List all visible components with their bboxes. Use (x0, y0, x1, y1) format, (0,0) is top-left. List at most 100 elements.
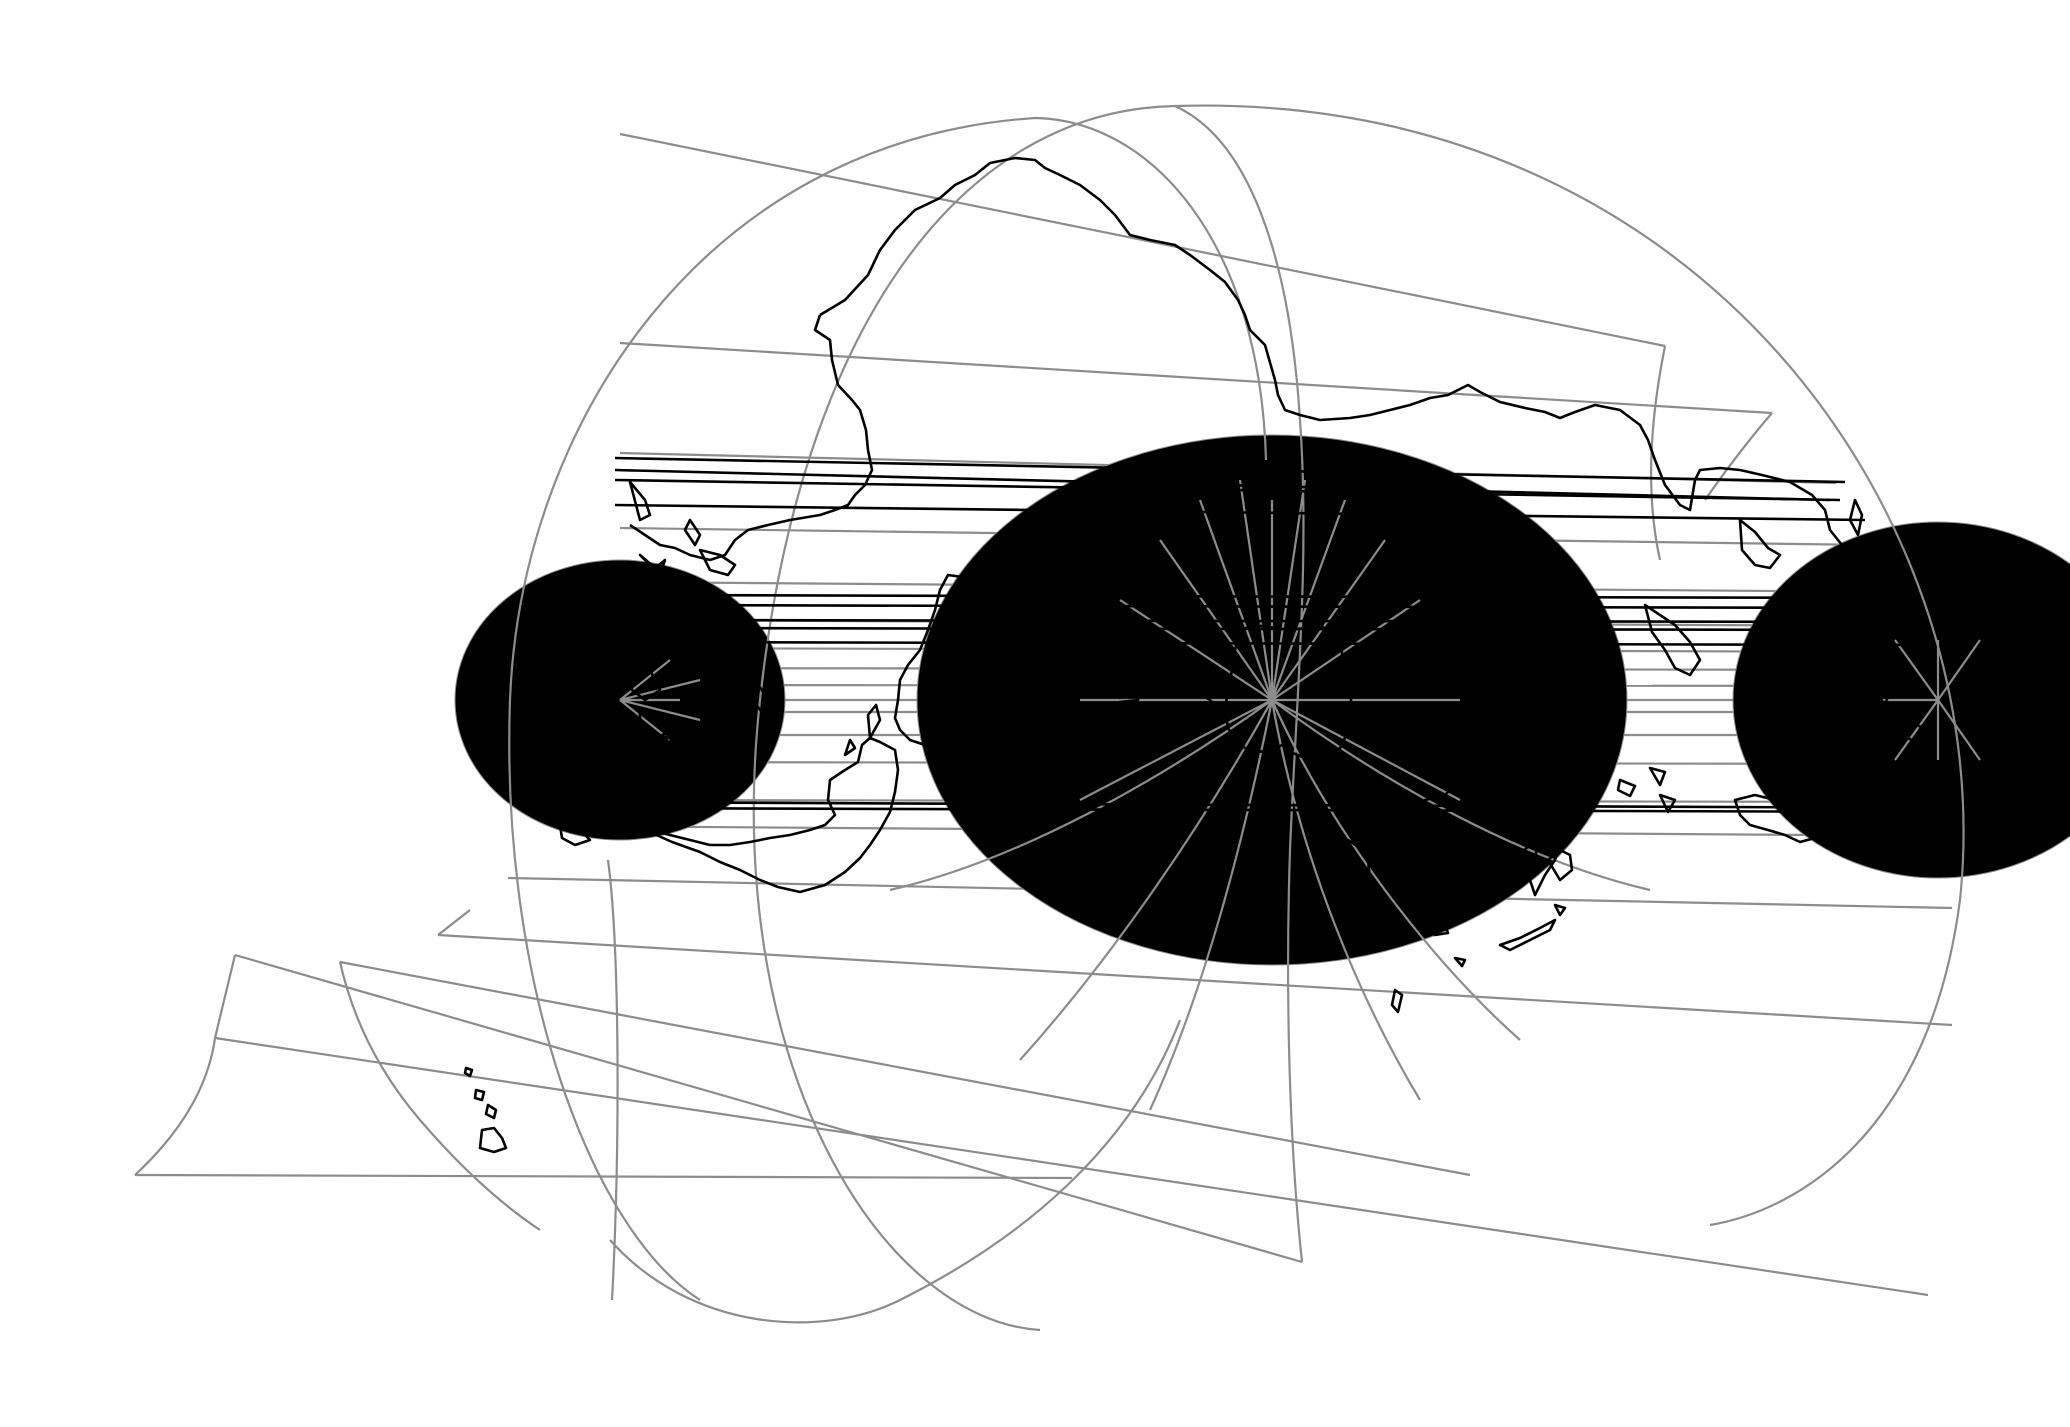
coastline-island (843, 738, 857, 757)
graticule-arc (752, 104, 1176, 1332)
graticule-spoke (1894, 699, 1939, 761)
graticule-spoke (1271, 599, 1421, 701)
coastline-island (1876, 678, 1892, 707)
coastline-island (1906, 718, 1927, 747)
graticule-spoke (619, 699, 671, 741)
graticule-spoke (889, 699, 1273, 892)
coastline-band (614, 640, 1921, 647)
coastline-band (564, 800, 1953, 810)
coastline-island (658, 638, 682, 662)
coastline-island (866, 703, 882, 740)
coastline-island (683, 518, 702, 547)
coastline-continent-lower-left (564, 736, 900, 894)
graticule-spoke (1079, 699, 1273, 801)
graticule-boundary-line (214, 1036, 1929, 1297)
graticule-boundary-line (134, 1173, 1073, 1180)
coastline-band (614, 468, 1831, 502)
coastline-band (614, 478, 1841, 502)
coastline-band (614, 626, 1919, 632)
coastline-island (1343, 838, 1372, 897)
coastline-island (698, 548, 737, 577)
coastline-island (1616, 778, 1637, 798)
coastline-island (588, 693, 607, 717)
coastline-island (1390, 988, 1404, 1014)
graticule-spoke (619, 698, 701, 722)
graticule-spoke (1119, 599, 1273, 701)
graticule-arc (606, 859, 619, 1301)
graticule-spoke (1894, 639, 1939, 701)
coastline-island (484, 1103, 498, 1120)
graticule-spoke (1937, 639, 1981, 701)
coastline-island (628, 480, 652, 522)
coastline-island (1498, 918, 1557, 952)
coastline-band (564, 806, 1953, 814)
coastline-band (614, 618, 1911, 624)
coastline-island (1546, 848, 1574, 882)
coastline-island (1174, 673, 1222, 726)
graticule-boundary-cap (134, 1037, 217, 1176)
coastline-island (1596, 753, 1614, 774)
graticule-boundary-cap (1704, 412, 1773, 501)
graticule-boundary-cap (1650, 345, 1667, 561)
coastline-island (1860, 788, 1887, 832)
coastline-island (473, 1088, 486, 1102)
graticule-spoke (1270, 479, 1307, 701)
coastline-band (614, 503, 1866, 522)
graticule-boundary-cap (338, 961, 541, 1231)
coastline-large-landmass (819, 156, 1861, 554)
graticule-spoke (1238, 479, 1274, 701)
graticule-boundary-line (339, 960, 1471, 1177)
coastline-island (1528, 828, 1562, 897)
graticule-arc (609, 1019, 1182, 1324)
coastline-island (1658, 793, 1677, 814)
graticule-spoke (1270, 699, 1421, 1101)
coastline-band (614, 456, 1846, 484)
graticule-spoke (1937, 699, 1981, 761)
graticule-spoke (1271, 699, 1651, 892)
coastline-polar-landmass (1223, 623, 1354, 762)
graticule-arc (1174, 104, 1965, 1227)
coastline-island (628, 663, 662, 702)
coastline-island (633, 743, 662, 770)
coastline-island (1738, 518, 1782, 570)
graticule-spoke (1019, 699, 1273, 1061)
graticule-spoke (1271, 699, 1461, 801)
coastline-island (1888, 608, 1907, 642)
coastline-island (478, 1126, 508, 1154)
coastline-island (558, 823, 592, 847)
graticule-spoke (1270, 499, 1347, 701)
graticule-boundary-cap (213, 954, 237, 1039)
graticule-spoke (1148, 699, 1274, 1111)
coastline-island (1553, 903, 1567, 917)
coastline-island (1453, 956, 1467, 968)
coastline-island (1898, 768, 1947, 807)
coastline-island (716, 688, 747, 722)
graticule-boundary-line (619, 132, 1666, 348)
graticule-boundary-cap (437, 909, 471, 936)
coastline-continent-right (1410, 738, 1550, 864)
coastline-island (1848, 498, 1864, 537)
coastline-island (1573, 718, 1592, 747)
graticule-arc (1034, 116, 1268, 461)
graticule-boundary-line (619, 341, 1773, 415)
coastline-island (750, 678, 767, 714)
graticule-spoke (1270, 699, 1521, 1041)
coastline-island (646, 598, 667, 627)
coastline-band (614, 603, 1906, 610)
graticule-arc (508, 116, 1036, 1301)
coastline-island (463, 1066, 474, 1078)
coastline-continent-middle (893, 573, 1142, 754)
graticule-boundary-line (234, 953, 1303, 1264)
graticule-layer (134, 104, 2070, 1332)
graticule-boundary-line (437, 933, 1953, 1027)
coastline-band (614, 593, 1901, 600)
graticule-spoke (1198, 499, 1274, 701)
coastline-island (603, 718, 617, 742)
coastline-island (1798, 570, 1822, 594)
coastline-layer (463, 156, 1953, 1154)
graticule-arc (1174, 104, 1305, 1263)
coastline-island (1648, 766, 1667, 787)
coastline-island (1643, 603, 1702, 677)
coastline-island (1430, 923, 1450, 937)
